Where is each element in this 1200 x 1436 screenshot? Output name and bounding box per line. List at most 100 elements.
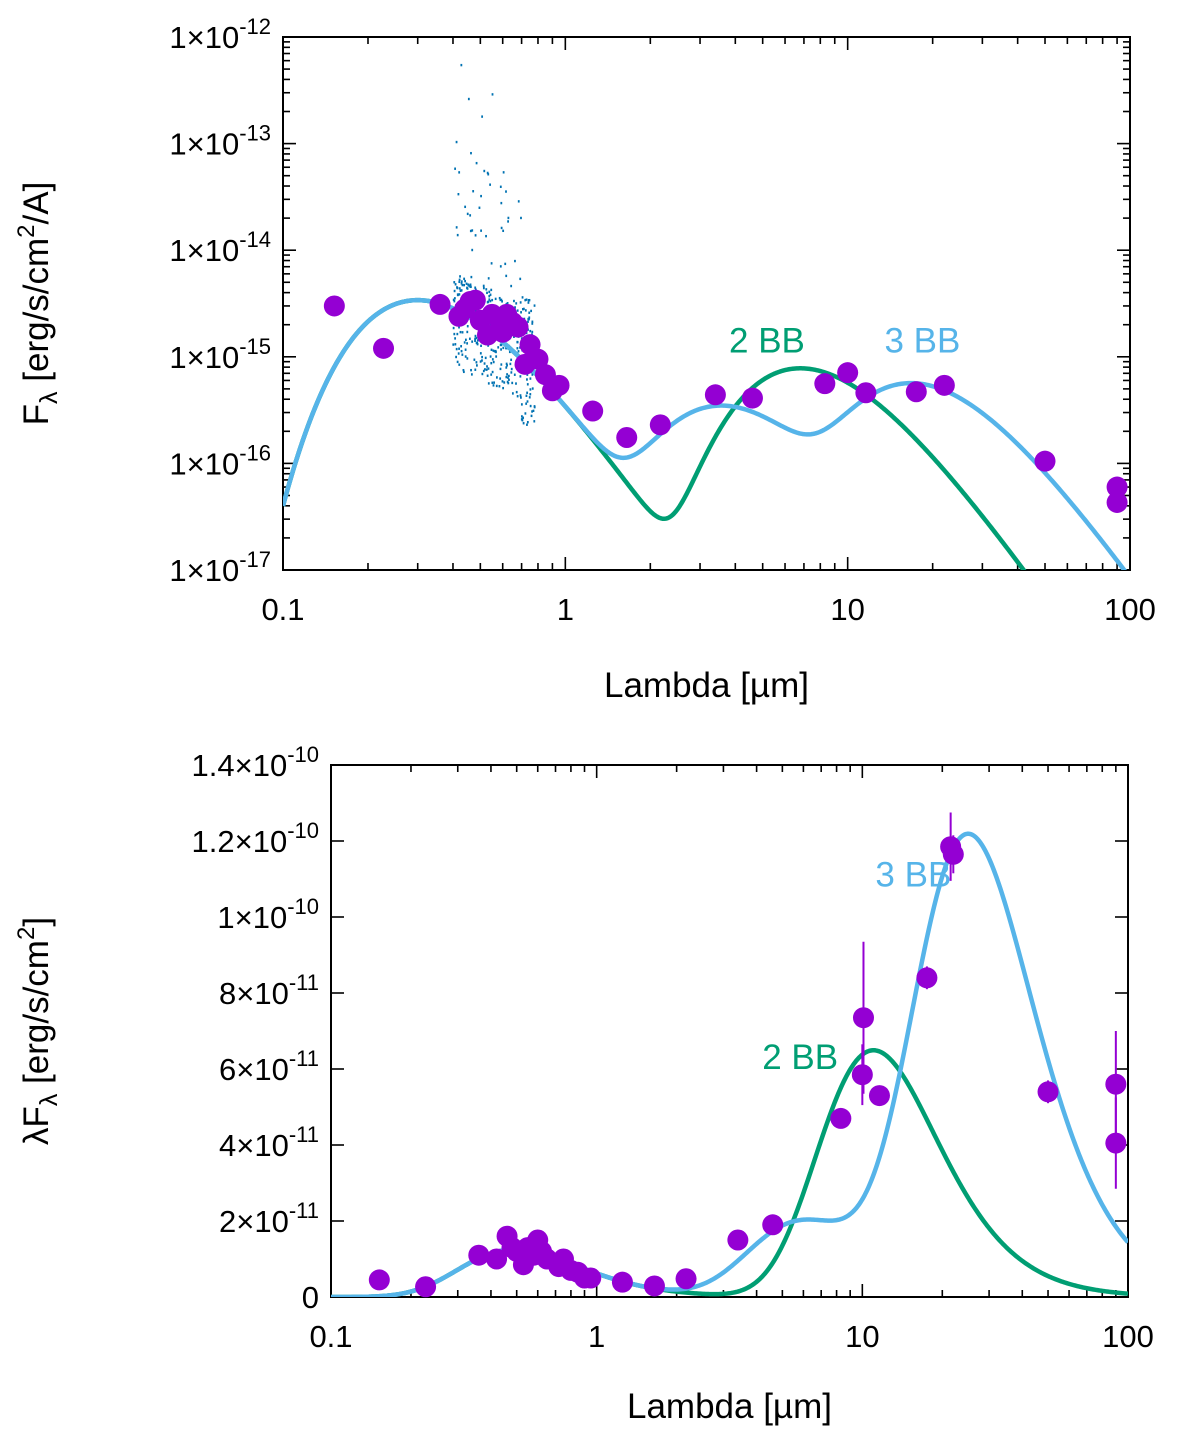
spectrum-dot bbox=[489, 355, 492, 358]
spectrum-dot bbox=[507, 376, 509, 379]
data-point bbox=[830, 1107, 852, 1129]
spectrum-dot bbox=[526, 423, 528, 426]
data-point bbox=[852, 1007, 874, 1029]
spectrum-dot bbox=[501, 300, 503, 303]
spectrum-dot bbox=[484, 356, 487, 360]
spectrum-dot bbox=[486, 171, 489, 175]
x-ticks bbox=[282, 37, 1131, 570]
spectrum-dot bbox=[458, 171, 461, 174]
spectrum-dot bbox=[460, 63, 463, 67]
x-axis-label: Lambda [µm] bbox=[604, 666, 809, 705]
spectrum-dot bbox=[491, 381, 494, 384]
spectrum-dot bbox=[526, 383, 529, 386]
data-point bbox=[616, 426, 638, 448]
spectrum-dot bbox=[453, 289, 456, 293]
spectrum-dot bbox=[471, 229, 474, 232]
curve-2bb bbox=[283, 297, 1027, 570]
spectrum-dot bbox=[472, 190, 475, 193]
spectrum-dot bbox=[475, 161, 478, 165]
spectrum-dot bbox=[502, 386, 505, 390]
spectrum-dot bbox=[458, 326, 460, 329]
spectrum-dot bbox=[526, 373, 529, 376]
spectrum-dot bbox=[531, 373, 534, 376]
spectrum-dot bbox=[532, 409, 535, 413]
spectrum-dot bbox=[466, 287, 469, 290]
spectrum-dot bbox=[497, 346, 500, 349]
x-tick-label: 100 bbox=[1104, 592, 1156, 627]
spectrum-dot bbox=[479, 352, 482, 355]
y-axis-label: λFλ [erg/s/cm2] bbox=[13, 917, 63, 1145]
spectrum-dot bbox=[460, 345, 463, 348]
data-point bbox=[643, 1275, 665, 1297]
spectrum-dot bbox=[499, 377, 502, 380]
spectrum-dot bbox=[486, 365, 488, 368]
spectrum-dot bbox=[507, 220, 509, 223]
spectrum-dot bbox=[530, 309, 533, 313]
spectrum-dot bbox=[493, 350, 496, 353]
spectrum-dot bbox=[500, 298, 503, 302]
spectrum-dot bbox=[453, 332, 456, 336]
spectrum-dot bbox=[529, 377, 532, 380]
data-point bbox=[814, 373, 836, 395]
spectrum-dot bbox=[528, 317, 530, 321]
spectrum-dot bbox=[524, 298, 527, 302]
spectrum-dot bbox=[506, 373, 508, 376]
spectrum-dot bbox=[460, 280, 463, 283]
data-point bbox=[704, 384, 726, 406]
spectrum-dot bbox=[517, 350, 520, 353]
spectrum-dot bbox=[526, 400, 529, 403]
spectrum-dot bbox=[455, 355, 458, 359]
spectrum-dot bbox=[452, 343, 455, 346]
data-point bbox=[851, 1064, 873, 1086]
spectrum-dot bbox=[516, 309, 519, 312]
y-tick-label: 6×10-11 bbox=[219, 1046, 319, 1087]
spectrum-dot bbox=[522, 416, 525, 419]
x-tick-label: 100 bbox=[1102, 1319, 1154, 1354]
spectrum-dot bbox=[452, 298, 455, 302]
spectrum-dot bbox=[495, 376, 498, 379]
y-tick-label: 1×10-14 bbox=[169, 227, 271, 268]
spectrum-dot bbox=[509, 362, 512, 366]
y-tick-label: 8×10-11 bbox=[219, 970, 319, 1011]
spectrum-dot bbox=[490, 361, 493, 365]
spectrum-dot bbox=[474, 286, 477, 289]
spectrum-dot bbox=[453, 281, 456, 284]
spectrum-dot bbox=[492, 360, 495, 364]
spectrum-dot bbox=[528, 311, 531, 314]
curve-3bb bbox=[331, 831, 1128, 1297]
spectrum-dot bbox=[482, 284, 485, 288]
spectrum-dot bbox=[456, 286, 459, 290]
spectrum-dot bbox=[505, 366, 508, 369]
spectrum-dot bbox=[526, 391, 529, 394]
data-point bbox=[1105, 1073, 1127, 1095]
spectrum-dot bbox=[505, 362, 508, 366]
spectrum-dot bbox=[455, 226, 458, 229]
y-tick-label: 1×10-13 bbox=[169, 121, 271, 162]
spectrum-dot bbox=[505, 274, 508, 278]
spectrum-dot bbox=[461, 283, 464, 287]
spectrum-dot bbox=[531, 330, 534, 334]
spectrum-dot bbox=[531, 320, 534, 323]
spectrum-dot bbox=[527, 320, 529, 323]
spectrum-dot bbox=[464, 338, 467, 341]
spectrum-dot bbox=[467, 97, 470, 101]
spectrum-dot bbox=[455, 140, 458, 144]
spectrum-dot bbox=[456, 293, 459, 296]
spectrum-dot bbox=[515, 302, 518, 305]
spectrum-dot bbox=[487, 367, 490, 370]
spectrum-dot bbox=[460, 349, 463, 353]
spectrum-dot bbox=[474, 339, 476, 342]
spectrum-dot bbox=[504, 262, 507, 266]
spectrum-dot bbox=[505, 190, 507, 193]
data-point bbox=[1034, 450, 1056, 472]
spectrum-dot bbox=[526, 378, 528, 381]
spectrum-dot bbox=[456, 360, 459, 364]
spectrum-dot bbox=[495, 355, 498, 358]
spectrum-dot bbox=[533, 405, 536, 409]
y-tick-label: 1×10-10 bbox=[217, 894, 319, 935]
x-tick-label: 1 bbox=[557, 592, 574, 627]
data-point bbox=[905, 381, 927, 403]
spectrum-dot bbox=[515, 382, 517, 385]
spectrum-dot bbox=[491, 370, 494, 374]
